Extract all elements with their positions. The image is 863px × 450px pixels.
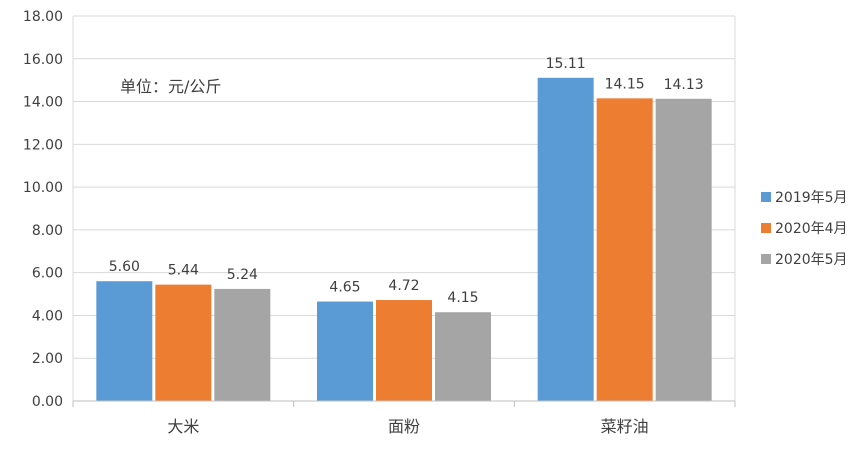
bars — [96, 77, 712, 402]
y-tick-label: 2.00 — [32, 351, 63, 367]
bar — [96, 281, 153, 401]
bar — [155, 284, 212, 401]
y-tick-label: 6.00 — [32, 266, 63, 282]
data-label: 15.11 — [546, 56, 586, 72]
data-label: 5.44 — [168, 263, 199, 279]
y-tick-label: 16.00 — [23, 52, 63, 68]
data-label: 4.15 — [447, 290, 478, 306]
y-tick-label: 4.00 — [32, 308, 63, 324]
bar — [376, 300, 432, 401]
data-label: 4.72 — [388, 278, 419, 294]
bar — [214, 288, 271, 401]
x-tick-label: 面粉 — [388, 417, 420, 436]
data-label: 5.24 — [227, 267, 258, 283]
legend-swatch — [761, 254, 771, 264]
x-tick-label: 大米 — [167, 417, 199, 436]
y-axis-ticks: 0.00 2.00 4.00 6.00 8.00 10.00 12.00 14.00 16.00… — [23, 9, 63, 410]
unit-note: 单位：元/公斤 — [120, 77, 221, 96]
data-label: 5.60 — [109, 259, 140, 275]
y-tick-label: 12.00 — [23, 137, 63, 153]
data-label: 14.13 — [664, 77, 704, 93]
data-label: 4.65 — [329, 280, 360, 296]
legend-label: 2020年5月 — [775, 252, 848, 268]
bar — [317, 301, 373, 401]
x-tick-label: 菜籽油 — [601, 417, 649, 436]
y-tick-label: 0.00 — [32, 394, 63, 410]
bar — [655, 98, 712, 402]
bar — [596, 98, 653, 401]
y-tick-label: 8.00 — [32, 223, 63, 239]
y-tick-label: 14.00 — [23, 95, 63, 111]
x-axis: 大米 面粉 菜籽油 — [72, 400, 736, 436]
data-label: 14.15 — [605, 76, 645, 92]
bar — [537, 77, 594, 401]
y-tick-label: 18.00 — [23, 9, 63, 25]
bar — [435, 312, 491, 401]
legend-swatch — [761, 223, 771, 233]
legend-label: 2019年5月 — [775, 190, 848, 206]
data-labels: 5.60 5.44 5.24 4.65 4.72 4.15 15.11 14.15 14.13 — [109, 56, 704, 306]
y-tick-label: 10.00 — [23, 180, 63, 196]
legend-swatch — [761, 192, 771, 202]
legend: 2019年5月 2020年4月 2020年5月 — [761, 190, 848, 268]
legend-label: 2020年4月 — [775, 221, 848, 237]
